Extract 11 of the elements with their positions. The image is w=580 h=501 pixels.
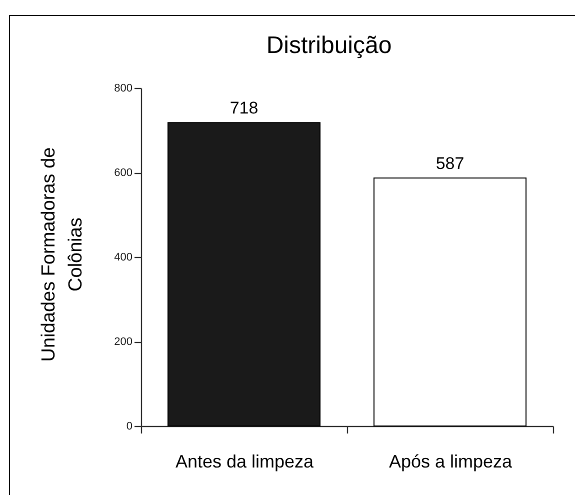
chart-title: Distribuição (266, 32, 392, 59)
y-axis-title: Unidades Formadoras de Colônias (38, 147, 86, 362)
y-tick-label: 0 (126, 420, 132, 432)
y-tick-label: 600 (114, 167, 132, 179)
y-tick-label: 200 (114, 336, 132, 348)
data-label: 587 (436, 154, 464, 173)
x-tick-label: Antes da limpeza (175, 452, 315, 472)
y-tick-label: 400 (114, 252, 132, 264)
y-tick-label: 800 (114, 82, 132, 94)
x-tick-label: Após a limpeza (388, 452, 514, 472)
data-label: 718 (230, 98, 258, 118)
